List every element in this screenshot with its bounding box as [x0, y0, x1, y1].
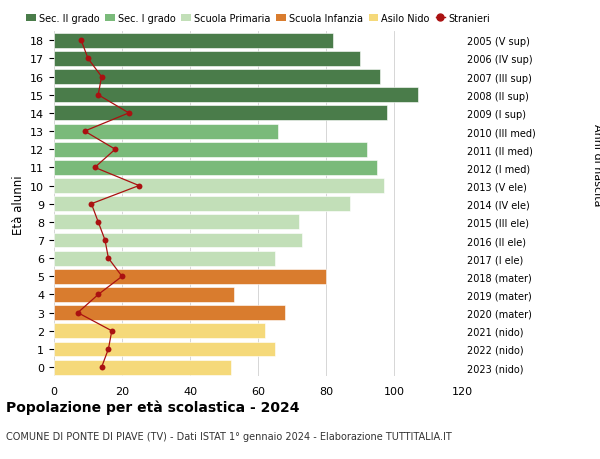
- Bar: [54, 179, 384, 194]
- Point: [134, 183, 144, 190]
- Bar: [54, 34, 333, 49]
- Point: [104, 255, 113, 262]
- Point: [107, 327, 116, 335]
- Text: Popolazione per età scolastica - 2024: Popolazione per età scolastica - 2024: [6, 399, 299, 414]
- Bar: [54, 70, 380, 85]
- Bar: [54, 306, 285, 320]
- Bar: [54, 124, 278, 139]
- Point: [83, 56, 93, 63]
- Point: [104, 346, 113, 353]
- Y-axis label: Età alunni: Età alunni: [11, 174, 25, 234]
- Text: COMUNE DI PONTE DI PIAVE (TV) - Dati ISTAT 1° gennaio 2024 - Elaborazione TUTTIT: COMUNE DI PONTE DI PIAVE (TV) - Dati IST…: [6, 431, 452, 442]
- Bar: [54, 251, 275, 266]
- Point: [76, 38, 86, 45]
- Point: [100, 237, 110, 244]
- Bar: [54, 88, 418, 103]
- Point: [110, 146, 120, 154]
- Point: [94, 92, 103, 99]
- Bar: [54, 215, 299, 230]
- Point: [124, 110, 134, 118]
- Point: [90, 164, 100, 172]
- Point: [97, 364, 106, 371]
- Bar: [54, 269, 326, 284]
- Bar: [54, 106, 387, 121]
- Point: [97, 74, 106, 81]
- Point: [73, 309, 83, 317]
- Bar: [54, 197, 350, 212]
- Point: [86, 201, 96, 208]
- Bar: [54, 161, 377, 175]
- Bar: [54, 324, 265, 339]
- Bar: [54, 142, 367, 157]
- Point: [94, 291, 103, 298]
- Point: [94, 218, 103, 226]
- Point: [117, 273, 127, 280]
- Bar: [54, 360, 231, 375]
- Legend: Sec. II grado, Sec. I grado, Scuola Primaria, Scuola Infanzia, Asilo Nido, Stran: Sec. II grado, Sec. I grado, Scuola Prim…: [26, 14, 490, 24]
- Text: Anni di nascita: Anni di nascita: [592, 124, 600, 207]
- Bar: [54, 287, 234, 302]
- Bar: [54, 342, 275, 357]
- Bar: [54, 233, 302, 248]
- Bar: [54, 52, 360, 67]
- Point: [80, 128, 89, 135]
